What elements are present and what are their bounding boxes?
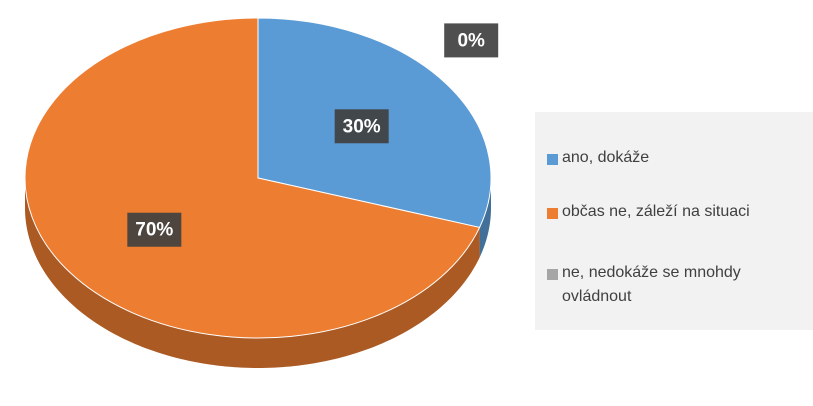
- pie-side: [25, 178, 480, 368]
- pie-slice: [24, 17, 481, 339]
- legend-swatch: [547, 269, 558, 280]
- legend-item: ne, nedokáže se mnohdy ovládnout: [547, 264, 797, 309]
- data-label: 70%: [127, 212, 182, 247]
- data-label-bg: [334, 109, 389, 144]
- data-label-text: 0%: [457, 30, 485, 51]
- legend-swatch: [547, 154, 558, 165]
- legend-label: ne, nedokáže se mnohdy ovládnout: [562, 264, 741, 305]
- legend-label: občas ne, záleží na situaci: [562, 203, 750, 220]
- data-label-text: 70%: [135, 220, 173, 241]
- legend-item: ano, dokáže: [547, 149, 797, 170]
- data-label-bg: [127, 212, 182, 247]
- pie-side: [479, 178, 491, 258]
- data-label: 0%: [444, 23, 499, 58]
- data-label-bg: [444, 23, 499, 58]
- data-label: 30%: [334, 109, 389, 144]
- legend-swatch: [547, 208, 558, 219]
- data-label-text: 30%: [343, 116, 381, 137]
- legend-item: občas ne, záleží na situaci: [547, 203, 797, 224]
- legend-label: ano, dokáže: [562, 149, 650, 166]
- legend: ano, dokáže občas ne, záleží na situaci ne…: [535, 112, 813, 330]
